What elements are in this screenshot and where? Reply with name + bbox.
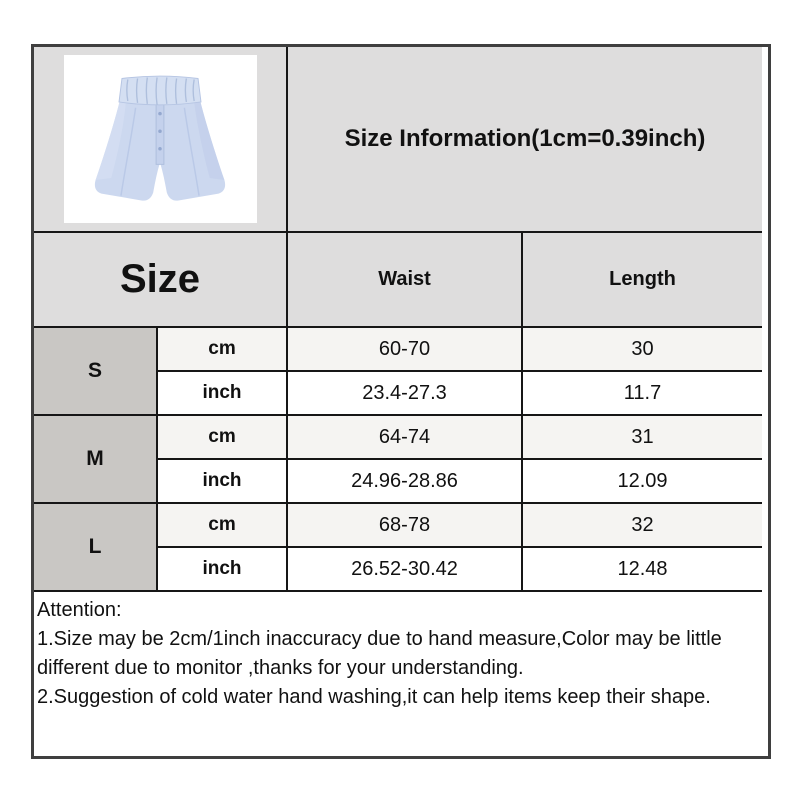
length-value: 32: [523, 504, 762, 548]
shorts-image: [94, 75, 226, 201]
length-value: 30: [523, 328, 762, 372]
length-value: 31: [523, 416, 762, 460]
unit-cell: cm: [158, 504, 288, 548]
attention-line-3: 2.Suggestion of cold water hand washing,…: [37, 686, 711, 708]
size-label-l: L: [34, 504, 158, 592]
size-label-m: M: [34, 416, 158, 504]
length-value: 12.09: [523, 460, 762, 504]
waist-value: 68-78: [288, 504, 523, 548]
attention-note: Attention: 1.Size may be 2cm/1inch inacc…: [34, 592, 762, 750]
waist-value: 64-74: [288, 416, 523, 460]
header-length: Length: [523, 233, 762, 328]
title-cell: Size Information(1cm=0.39inch): [288, 47, 762, 233]
length-value: 11.7: [523, 372, 762, 416]
attention-line-1: 1.Size may be 2cm/1inch inaccuracy due t…: [37, 628, 722, 650]
header-size: Size: [34, 233, 288, 328]
waist-value: 26.52-30.42: [288, 548, 523, 592]
product-image-cell: [34, 47, 288, 233]
waist-value: 60-70: [288, 328, 523, 372]
unit-cell: inch: [158, 548, 288, 592]
size-label-s: S: [34, 328, 158, 416]
waist-value: 23.4-27.3: [288, 372, 523, 416]
unit-cell: cm: [158, 328, 288, 372]
unit-cell: cm: [158, 416, 288, 460]
length-value: 12.48: [523, 548, 762, 592]
product-photo: [63, 55, 257, 223]
size-chart-table: Size Information(1cm=0.39inch) Size Wais…: [31, 44, 771, 759]
unit-cell: inch: [158, 460, 288, 504]
attention-line-2: different due to monitor ,thanks for you…: [37, 657, 524, 679]
header-waist: Waist: [288, 233, 523, 328]
waist-value: 24.96-28.86: [288, 460, 523, 504]
unit-cell: inch: [158, 372, 288, 416]
attention-label: Attention:: [37, 599, 122, 621]
page-title: Size Information(1cm=0.39inch): [344, 125, 706, 152]
